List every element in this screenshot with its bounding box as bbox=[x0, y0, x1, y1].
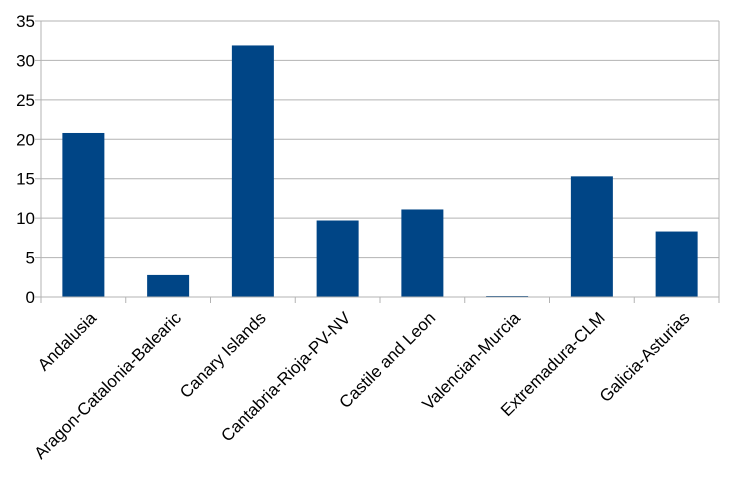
x-category-label: Andalusia bbox=[34, 308, 101, 375]
y-tick-label: 0 bbox=[26, 288, 35, 307]
y-tick-label: 25 bbox=[16, 91, 35, 110]
bar-canary-islands bbox=[231, 45, 274, 298]
y-tick-labels: 0 5 10 15 20 25 30 35 bbox=[16, 12, 35, 307]
y-tick-label: 15 bbox=[16, 170, 35, 189]
y-tick-label: 5 bbox=[26, 249, 35, 268]
y-tick-label: 20 bbox=[16, 130, 35, 149]
grid-lines bbox=[41, 20, 719, 259]
bar-aragon-catalonia-balearic bbox=[147, 274, 190, 297]
bar-galicia-asturias bbox=[655, 231, 698, 297]
y-tick-label: 30 bbox=[16, 51, 35, 70]
bar-cantabria-rioja-pv-nv bbox=[316, 220, 359, 297]
bars bbox=[62, 45, 698, 298]
x-category-label: Canary Islands bbox=[176, 308, 270, 402]
x-category-label: Aragon-Catalonia-Balearic bbox=[31, 308, 186, 463]
bar-extremadura-clm bbox=[570, 176, 613, 297]
axes bbox=[35, 20, 720, 303]
x-category-label: Galicia-Asturias bbox=[596, 308, 694, 406]
bar-castile-and-leon bbox=[401, 209, 444, 297]
bar-andalusia bbox=[62, 132, 105, 297]
x-category-labels: AndalusiaAragon-Catalonia-BalearicCanary… bbox=[31, 308, 694, 463]
y-tick-label: 10 bbox=[16, 209, 35, 228]
y-tick-label: 35 bbox=[16, 12, 35, 31]
